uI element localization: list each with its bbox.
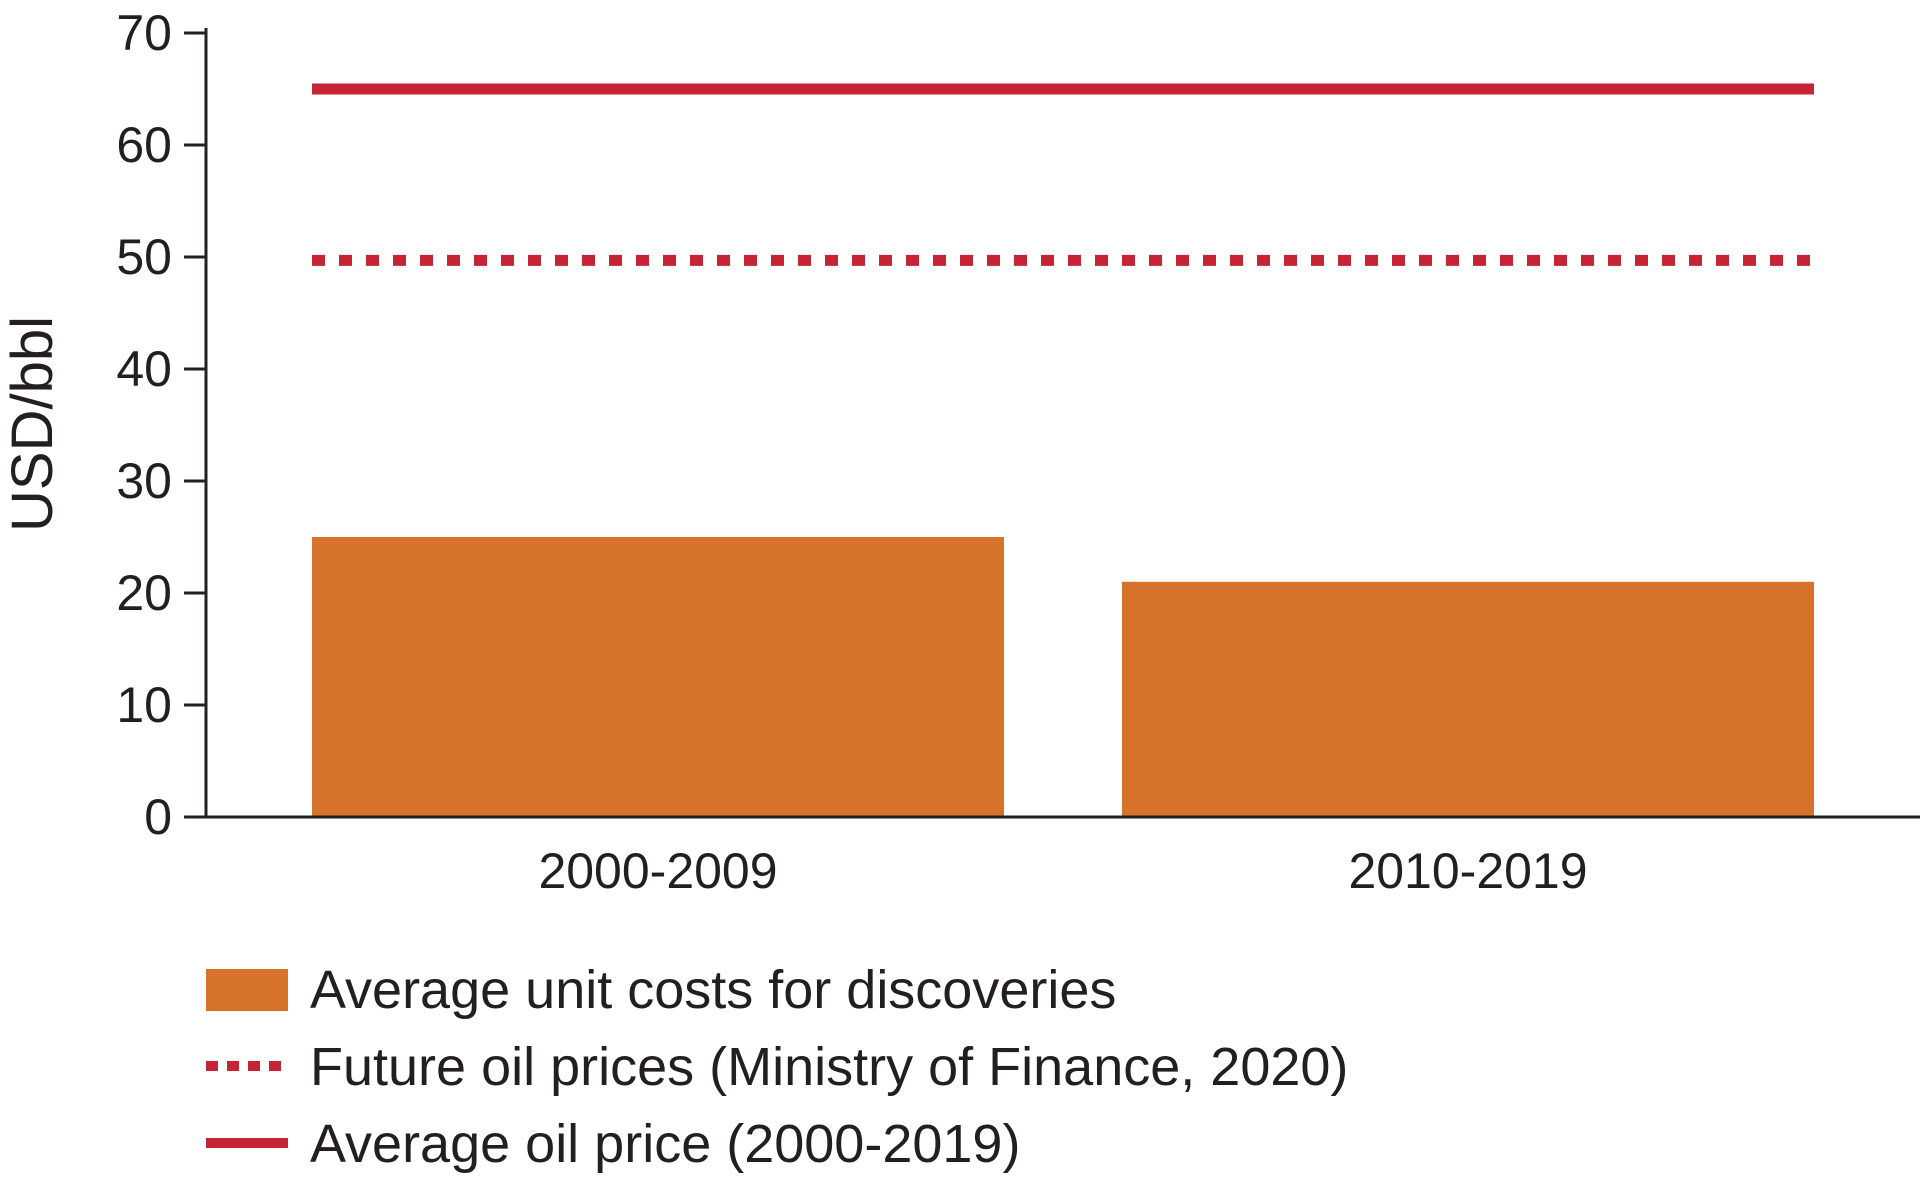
reference-lines — [312, 83, 1814, 266]
x-category-label: 2010-2019 — [1348, 843, 1587, 899]
category-labels: 2000-2009 2010-2019 — [538, 843, 1587, 899]
y-axis-title: USD/bbl — [0, 316, 65, 532]
y-tick-label: 20 — [116, 565, 172, 621]
legend-swatch-bar — [206, 969, 288, 1011]
y-tick-label: 60 — [116, 117, 172, 173]
bar — [1122, 581, 1814, 817]
y-axis-ticks: 0 10 20 30 40 50 60 70 — [116, 5, 206, 845]
legend-label-future-price: Future oil prices (Ministry of Finance, … — [310, 1037, 1348, 1097]
y-tick-label: 0 — [144, 789, 172, 845]
y-tick-label: 70 — [116, 5, 172, 61]
y-tick-label: 40 — [116, 341, 172, 397]
legend-label-average-price: Average oil price (2000-2019) — [310, 1114, 1020, 1174]
bar-series — [312, 537, 1814, 817]
y-tick-label: 30 — [116, 453, 172, 509]
y-tick-label: 10 — [116, 677, 172, 733]
y-tick-label: 50 — [116, 229, 172, 285]
legend-label-bar: Average unit costs for discoveries — [310, 960, 1116, 1020]
bar — [312, 537, 1004, 817]
legend: Average unit costs for discoveries Futur… — [206, 960, 1348, 1174]
x-category-label: 2000-2009 — [538, 843, 777, 899]
